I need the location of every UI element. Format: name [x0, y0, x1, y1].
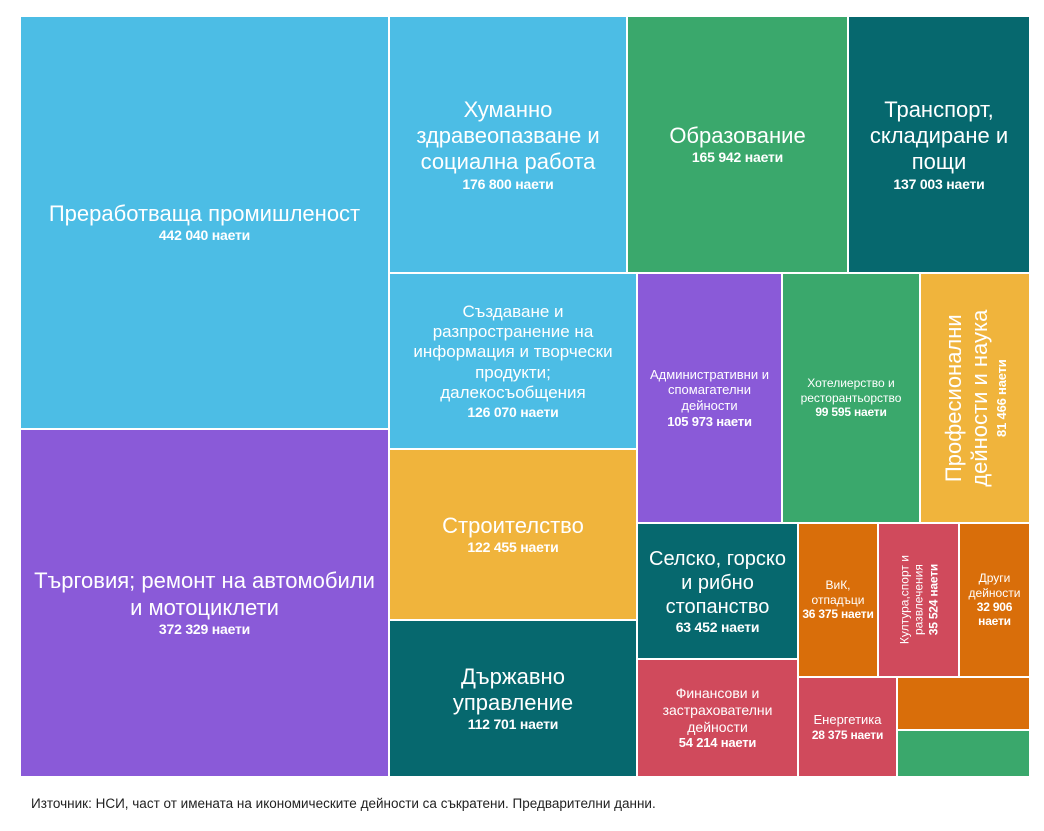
- treemap-tile: Транспорт, складиране и пощи 137 003 нает…: [848, 16, 1030, 273]
- tile-value-label: 28 375 наети: [811, 727, 884, 742]
- tile-text: Административни и спомагателни дейности 1…: [642, 367, 777, 429]
- treemap-tile: Строителство 122 455 наети: [389, 449, 637, 620]
- tile-text: Образование 165 942 наети: [638, 123, 838, 166]
- tile-text: Транспорт, складиране и пощи 137 003 нает…: [854, 97, 1024, 193]
- tile-value-label: 63 452 наети: [675, 618, 760, 635]
- tile-text: Хуманно здравеопазване и социална работа…: [398, 97, 618, 193]
- tile-value-label: 176 800 наети: [462, 175, 554, 192]
- tile-label: Създаване и разпространение на информаци…: [413, 301, 613, 403]
- tile-label: ВиК, отпадъци: [811, 578, 865, 607]
- tile-text: Професионални дейности и наука 81 466 нае…: [941, 298, 1009, 498]
- tile-label: Образование: [669, 122, 806, 148]
- treemap-tile: Професионални дейности и наука 81 466 нае…: [920, 273, 1030, 523]
- tile-text: Други дейности 32 906 наети: [962, 571, 1028, 629]
- treemap-tile: Финансови и застрахователни дейности 54 2…: [637, 659, 798, 777]
- tile-label: Търговия; ремонт на автомобили и мотоцик…: [34, 568, 375, 620]
- tile-label: Административни и спомагателни дейности: [650, 366, 769, 413]
- treemap-tile: Преработваща промишленост 442 040 наети: [20, 16, 389, 429]
- tile-label: Хуманно здравеопазване и социална работа: [416, 96, 600, 175]
- tile-value-label: 99 595 наети: [815, 405, 887, 420]
- tile-value-label: 137 003 наети: [893, 175, 985, 192]
- tile-label: Култура,спорт и развлечения: [896, 555, 926, 645]
- tile-text: Създаване и разпространение на информаци…: [403, 302, 623, 421]
- tile-label: Строителство: [442, 512, 584, 538]
- treemap-tile: Хуманно здравеопазване и социална работа…: [389, 16, 627, 273]
- tile-value-label: 372 329 наети: [158, 620, 251, 637]
- tile-value-label: 112 701 наети: [467, 716, 559, 733]
- tile-value-label: 105 973 наети: [667, 413, 752, 429]
- treemap-tile: Енергетика 28 375 наети: [798, 677, 897, 777]
- tile-value-label: 126 070 наети: [467, 403, 559, 420]
- treemap-tile: Хотелиерство и ресторантьорство 99 595 на…: [782, 273, 920, 523]
- treemap-tile: Държавно управление 112 701 наети: [389, 620, 637, 777]
- treemap-tile: Административни и спомагателни дейности 1…: [637, 273, 782, 523]
- tile-text: Енергетика 28 375 наети: [800, 712, 896, 742]
- tile-text: Финансови и застрахователни дейности 54 2…: [643, 685, 793, 751]
- treemap-chart: Преработваща промишленост 442 040 наети Тъ…: [20, 16, 1030, 777]
- tile-text: Култура,спорт и развлечения 35 524 наети: [897, 525, 940, 675]
- treemap-tile: Създаване и разпространение на информаци…: [389, 273, 637, 449]
- tile-text: Търговия; ремонт на автомобили и мотоцик…: [30, 568, 380, 638]
- treemap-tile: ВиК, отпадъци 36 375 наети: [798, 523, 878, 677]
- tile-value-label: 36 375 наети: [802, 607, 874, 622]
- treemap-tile: Селско, горско и рибно стопанство 63 452 …: [637, 523, 798, 659]
- treemap-tile: Други дейности 32 906 наети: [959, 523, 1030, 677]
- treemap-tile: Търговия; ремонт на автомобили и мотоцик…: [20, 429, 389, 777]
- tile-label: Транспорт, складиране и пощи: [869, 96, 1009, 175]
- tile-label: Държавно управление: [452, 663, 574, 716]
- tile-value-label: 81 466 наети: [993, 359, 1009, 437]
- treemap-tile: Култура,спорт и развлечения 35 524 наети: [878, 523, 959, 677]
- tile-text: ВиК, отпадъци 36 375 наети: [800, 578, 876, 621]
- tile-label: Хотелиерство и ресторантьорство: [800, 376, 902, 405]
- tile-label: Професионални дейности и наука: [940, 309, 993, 487]
- tile-value-label: 442 040 наети: [158, 227, 251, 244]
- tile-text: Селско, горско и рибно стопанство 63 452 …: [643, 547, 793, 636]
- tile-text: Хотелиерство и ресторантьорство 99 595 на…: [786, 376, 916, 419]
- tile-value-label: 32 906 наети: [976, 600, 1013, 629]
- treemap-tile: [897, 730, 1030, 777]
- tile-label: Финансови и застрахователни дейности: [662, 685, 773, 735]
- tile-text: Строителство 122 455 наети: [403, 513, 623, 556]
- tile-value-label: 122 455 наети: [467, 539, 559, 556]
- tile-text: Държавно управление 112 701 наети: [403, 664, 623, 734]
- tile-label: Други дейности: [968, 571, 1021, 600]
- tile-label: Селско, горско и рибно стопанство: [649, 547, 786, 618]
- tile-value-label: 165 942 наети: [691, 149, 784, 166]
- source-note: Източник: НСИ, част от имената на иконом…: [31, 796, 656, 811]
- tile-label: Преработваща промишленост: [48, 200, 361, 226]
- tile-text: Преработваща промишленост 442 040 наети: [25, 201, 385, 244]
- tile-label: Енергетика: [813, 712, 882, 727]
- treemap-tile: [897, 677, 1030, 730]
- tile-value-label: 54 214 наети: [678, 735, 757, 751]
- tile-value-label: 35 524 наети: [925, 564, 940, 636]
- treemap-tile: Образование 165 942 наети: [627, 16, 848, 273]
